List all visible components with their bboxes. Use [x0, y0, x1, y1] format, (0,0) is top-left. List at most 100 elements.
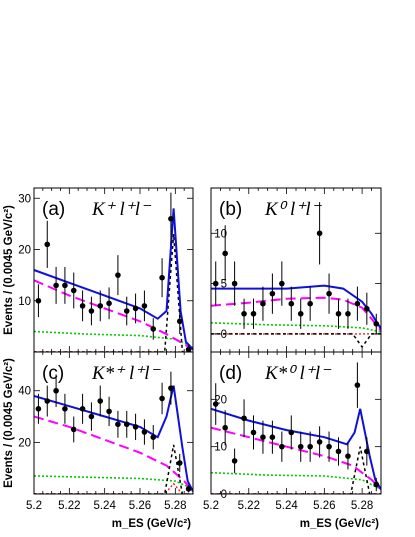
data-point [250, 310, 257, 317]
x-tick-label: 5.2 [203, 500, 219, 512]
data-point [373, 481, 380, 488]
data-point [44, 398, 51, 404]
x-tick-label: 5.22 [58, 500, 80, 512]
y-axis-title-top: Events / (0.0045 GeV/c²) [3, 205, 15, 335]
panel-tag: (d) [219, 363, 242, 384]
data-point [212, 401, 219, 407]
data-point [326, 443, 332, 450]
combinatorial-bkg-curve [34, 415, 193, 493]
total-fit-curve [211, 284, 381, 330]
y-tick-label: 10 [18, 296, 31, 308]
x-tick-label: 5.2 [26, 500, 42, 512]
data-point [222, 424, 228, 431]
data-point [222, 250, 228, 257]
y-tick-label: 40 [18, 386, 31, 398]
data-point [316, 439, 323, 445]
panel-4: 0 10 20 (d) K*⁰ l⁺l⁻ 5.2 5.22 5.24 5.26 5.28 m_ES … [203, 351, 382, 530]
data-point [79, 303, 86, 309]
data-point [168, 215, 174, 222]
data-point [185, 346, 192, 352]
data-point [97, 398, 104, 404]
other-bkg-curve [34, 475, 193, 490]
cross-feed-curve [34, 482, 193, 494]
data-point [231, 458, 238, 464]
data-point [70, 426, 77, 433]
data-point [123, 421, 130, 428]
data-point [159, 274, 165, 281]
panel-title: K⁺ l⁺l⁻ [91, 199, 152, 220]
data-point [241, 415, 247, 422]
combinatorial-bkg-curve [211, 296, 381, 332]
x-tick-label: 5.24 [93, 500, 116, 512]
data-point [168, 385, 174, 391]
y-tick-label: 30 [18, 193, 31, 205]
panel-tag: (a) [42, 199, 65, 220]
panel-tag: (c) [42, 363, 64, 384]
panel-tag: (b) [219, 199, 242, 220]
panel-1: 0102030(a)K⁺ l⁺l⁻ [18, 187, 194, 353]
data-point [141, 303, 148, 309]
data-point [250, 429, 257, 436]
y-tick-label: 10 [214, 442, 227, 454]
signal-curve [34, 234, 193, 352]
panel-title: K*⁰ l⁺l⁻ [264, 363, 332, 384]
total-fit-curve [211, 407, 381, 490]
y-tick-label: 20 [18, 437, 31, 449]
y-tick-label: 20 [214, 394, 227, 406]
signal-curve [211, 333, 381, 349]
total-fit-curve [34, 385, 193, 492]
y-tick-label: 10 [214, 228, 227, 240]
data-point [345, 310, 351, 317]
other-bkg-curve [34, 330, 193, 348]
data-point [115, 421, 121, 428]
data-point [79, 406, 86, 412]
data-point [106, 408, 112, 415]
panel-title: K*⁺ l⁺l⁻ [91, 363, 162, 384]
x-tick-label: 5.22 [238, 500, 260, 512]
data-point [70, 287, 77, 294]
data-point [62, 282, 68, 289]
plot-area [211, 202, 381, 349]
other-bkg-curve [211, 471, 381, 491]
data-point [159, 395, 165, 402]
other-bkg-curve [211, 322, 381, 333]
data-point [335, 310, 342, 317]
data-point [269, 290, 276, 297]
data-point [364, 448, 370, 455]
plot-area [211, 362, 381, 494]
data-point [316, 230, 323, 237]
data-point [132, 424, 139, 430]
data-point [307, 300, 313, 307]
panel-title: K⁰ l⁺l⁻ [264, 199, 323, 220]
data-point [354, 382, 361, 388]
x-tick-label: 5.28 [351, 500, 373, 512]
data-point [150, 326, 157, 332]
combinatorial-bkg-curve [34, 279, 193, 351]
data-point [231, 280, 238, 287]
data-point [326, 290, 332, 297]
data-point [176, 460, 183, 466]
data-point [345, 453, 351, 459]
y-tick-label: 0 [221, 489, 227, 501]
data-point [44, 241, 51, 248]
y-tick-label: 20 [18, 245, 31, 257]
data-point [141, 429, 148, 435]
data-point [150, 434, 157, 441]
data-point [53, 282, 59, 289]
data-point [279, 280, 285, 287]
data-point [297, 443, 304, 450]
data-point [88, 308, 95, 314]
data-point [335, 448, 342, 455]
y-tick-label: 5 [221, 279, 227, 291]
data-point [354, 300, 361, 307]
x-tick-label: 5.24 [275, 500, 298, 512]
signal-curve [211, 446, 381, 494]
x-tick-label: 5.26 [313, 500, 335, 512]
data-point [260, 300, 266, 307]
x-tick-label: 5.28 [164, 500, 186, 512]
data-point [364, 305, 370, 312]
data-point [132, 305, 139, 312]
data-point [53, 387, 59, 394]
signal-curve [34, 444, 193, 494]
panel-2: 0 5 10 (b) K⁰ l⁺l⁻ [210, 187, 382, 353]
